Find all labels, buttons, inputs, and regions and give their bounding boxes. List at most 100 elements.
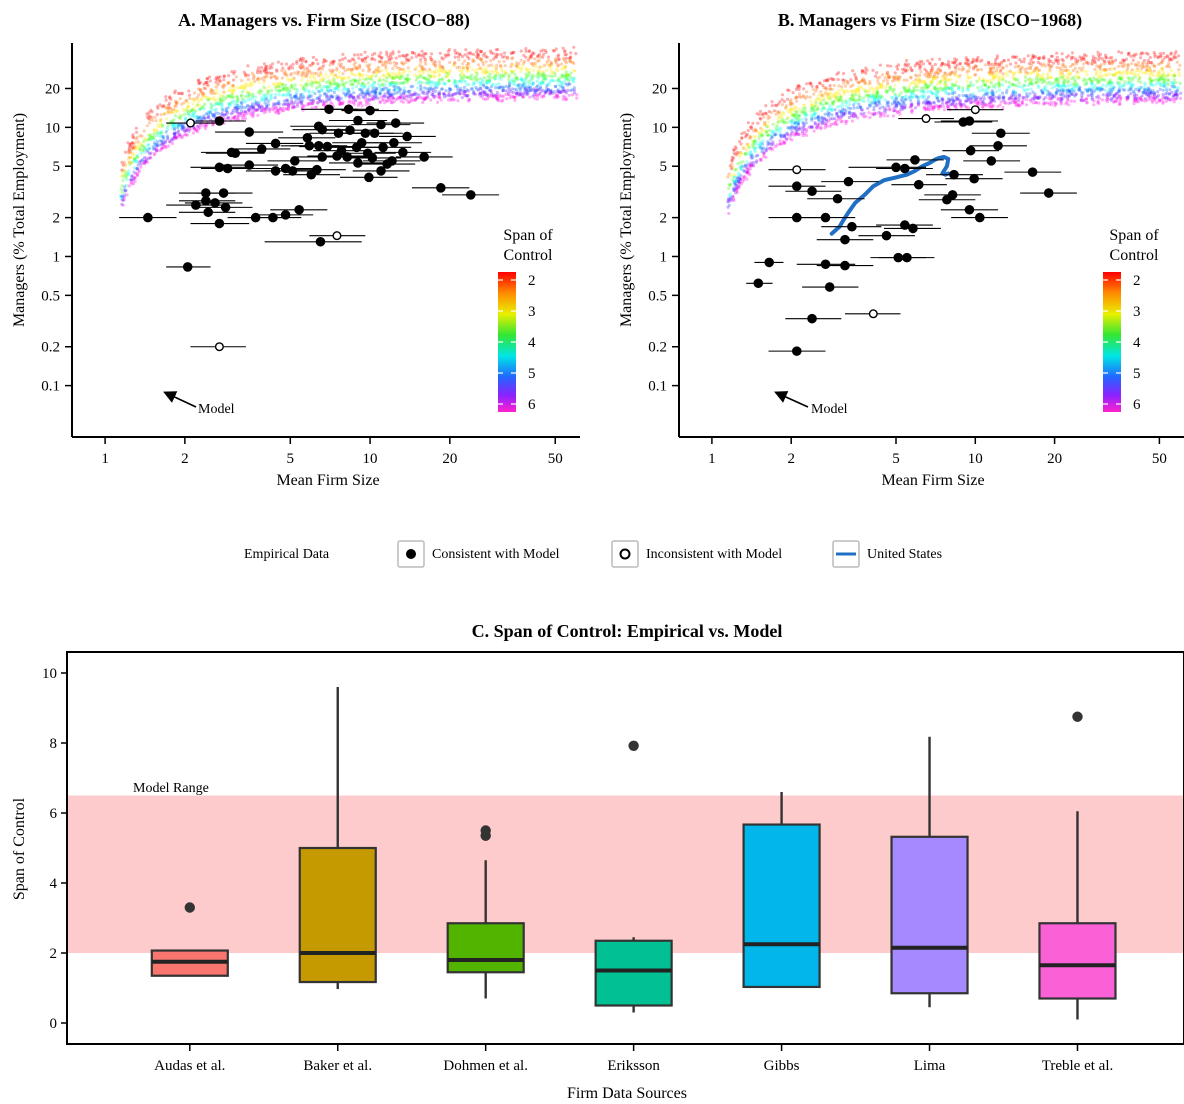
model-cloud-point — [936, 72, 940, 76]
model-cloud-point — [236, 105, 240, 109]
model-cloud-point — [447, 86, 452, 90]
model-cloud-point — [1167, 78, 1171, 82]
model-cloud-point — [376, 96, 380, 100]
model-cloud-point — [560, 81, 564, 85]
model-cloud-point — [904, 58, 909, 63]
model-cloud-point — [563, 75, 568, 79]
model-cloud-point — [564, 82, 568, 86]
model-cloud-point — [1125, 68, 1129, 72]
model-cloud-point — [379, 95, 384, 99]
model-cloud-point — [389, 92, 393, 96]
model-cloud-point — [937, 89, 941, 93]
model-cloud-point — [442, 92, 447, 96]
model-cloud-point — [207, 98, 211, 102]
model-cloud-point — [561, 86, 565, 90]
model-cloud-point — [982, 97, 986, 101]
model-cloud-point — [882, 79, 886, 83]
model-cloud-point — [424, 81, 428, 85]
model-cloud-point — [133, 141, 137, 145]
model-cloud-point — [1082, 69, 1086, 73]
model-cloud-point — [321, 79, 325, 83]
model-cloud-point — [503, 64, 507, 68]
model-cloud-point — [462, 65, 466, 70]
model-cloud-point — [148, 118, 152, 122]
model-cloud-point — [456, 55, 461, 59]
model-cloud-point — [176, 122, 180, 127]
model-cloud-point — [854, 77, 858, 81]
model-cloud-point — [155, 149, 159, 153]
model-cloud-point — [329, 94, 333, 98]
model-cloud-point — [309, 79, 313, 83]
model-cloud-point — [1156, 90, 1160, 94]
model-cloud-point — [564, 91, 568, 95]
consistent-point — [190, 162, 250, 173]
filled-marker — [290, 156, 300, 166]
model-cloud-point — [326, 88, 330, 93]
model-cloud-point — [1052, 100, 1056, 104]
model-cloud-point — [385, 50, 389, 54]
model-cloud-point — [355, 84, 359, 89]
model-cloud-point — [173, 132, 177, 136]
model-cloud-point — [355, 67, 359, 71]
model-cloud-point — [420, 64, 424, 69]
model-cloud-point — [304, 60, 308, 64]
model-cloud-point — [502, 51, 507, 55]
model-cloud-point — [438, 82, 442, 86]
model-cloud-point — [556, 64, 560, 68]
model-cloud-point — [841, 71, 846, 76]
model-cloud-point — [264, 67, 268, 71]
model-cloud-point — [146, 144, 150, 148]
model-cloud-point — [164, 139, 168, 143]
model-cloud-point — [382, 62, 386, 66]
model-cloud-point — [1025, 98, 1029, 102]
model-cloud-point — [466, 55, 470, 59]
model-cloud-point — [192, 115, 196, 119]
model-cloud-point — [563, 95, 567, 99]
model-cloud-point — [220, 103, 224, 107]
model-cloud-point — [799, 95, 803, 99]
model-cloud-point — [365, 63, 370, 67]
model-cloud-point — [306, 70, 310, 74]
model-cloud-point — [375, 71, 379, 75]
model-cloud-point — [350, 94, 354, 99]
model-cloud-point — [125, 178, 129, 182]
model-cloud-point — [424, 62, 428, 66]
model-cloud-point — [916, 103, 920, 107]
model-cloud-point — [491, 75, 495, 79]
model-cloud-point — [856, 80, 860, 84]
panel-a-points — [119, 104, 500, 352]
model-cloud-point — [405, 94, 409, 98]
model-cloud-point — [461, 62, 465, 66]
model-cloud-point — [447, 47, 451, 52]
model-cloud-point — [1145, 51, 1149, 55]
model-cloud-point — [427, 90, 431, 94]
model-cloud-point — [259, 77, 264, 81]
model-cloud-point — [545, 89, 549, 94]
model-cloud-point — [306, 96, 310, 100]
model-cloud-point — [491, 71, 495, 75]
model-cloud-point — [300, 102, 304, 106]
model-cloud-point — [452, 98, 456, 102]
model-cloud-point — [134, 160, 138, 164]
model-cloud-point — [1086, 93, 1090, 98]
model-cloud-point — [319, 73, 323, 77]
model-cloud-point — [868, 104, 872, 108]
model-cloud-point — [328, 85, 332, 90]
model-cloud-point — [199, 90, 203, 94]
model-cloud-point — [546, 62, 550, 67]
model-cloud-point — [191, 131, 195, 135]
model-cloud-point — [425, 70, 429, 74]
model-cloud-point — [383, 92, 387, 96]
model-cloud-point — [556, 68, 560, 72]
model-cloud-point — [240, 109, 244, 113]
model-cloud-point — [283, 83, 288, 87]
model-cloud-point — [234, 106, 239, 110]
model-cloud-point — [138, 134, 142, 138]
model-cloud-point — [439, 98, 443, 102]
model-cloud-point — [322, 58, 326, 62]
model-cloud-point — [883, 98, 887, 102]
filled-marker — [201, 195, 211, 206]
model-cloud-point — [257, 90, 261, 94]
model-cloud-point — [313, 92, 317, 96]
model-cloud-point — [498, 73, 502, 77]
